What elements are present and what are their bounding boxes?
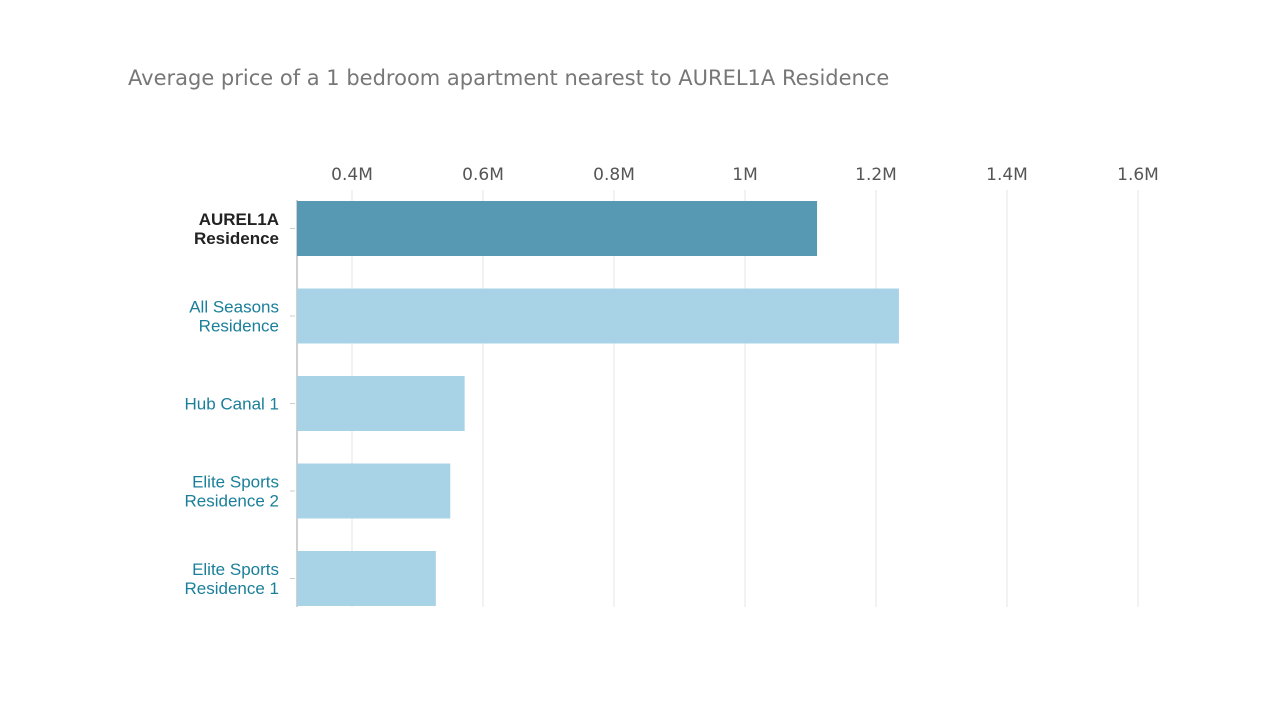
bar xyxy=(297,463,451,519)
bar xyxy=(297,551,436,606)
category-label: AUREL1A Residence xyxy=(194,210,279,248)
bar xyxy=(297,288,899,344)
x-tick-label: 1.4M xyxy=(986,165,1028,185)
x-tick-label: 1M xyxy=(732,165,757,185)
bar xyxy=(297,376,465,431)
x-tick-label: 0.4M xyxy=(331,165,373,185)
category-label: All Seasons Residence xyxy=(189,298,279,336)
x-tick-label: 0.8M xyxy=(593,165,635,185)
bar xyxy=(297,201,818,256)
category-label: Elite Sports Residence 1 xyxy=(184,560,279,598)
chart-title: Average price of a 1 bedroom apartment n… xyxy=(128,66,890,90)
category-label: Elite Sports Residence 2 xyxy=(184,473,279,511)
x-tick-label: 1.2M xyxy=(855,165,897,185)
x-tick-label: 0.6M xyxy=(462,165,504,185)
x-tick-label: 1.6M xyxy=(1117,165,1159,185)
category-label: Hub Canal 1 xyxy=(184,395,279,414)
